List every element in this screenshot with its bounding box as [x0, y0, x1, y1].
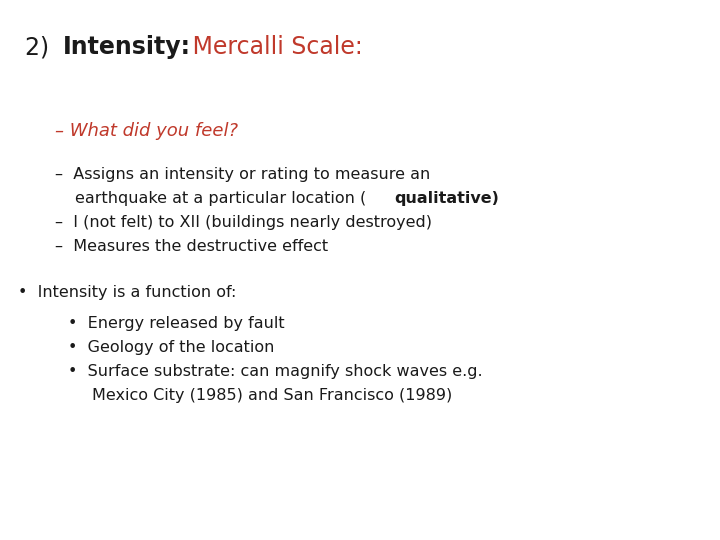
Text: earthquake at a particular location (: earthquake at a particular location (: [75, 191, 366, 206]
Text: 2): 2): [25, 35, 57, 59]
Text: Intensity:: Intensity:: [63, 35, 191, 59]
Text: •  Intensity is a function of:: • Intensity is a function of:: [18, 285, 236, 300]
Text: Mexico City (1985) and San Francisco (1989): Mexico City (1985) and San Francisco (19…: [92, 388, 452, 403]
Text: –  I (not felt) to XII (buildings nearly destroyed): – I (not felt) to XII (buildings nearly …: [55, 215, 432, 230]
Text: •  Geology of the location: • Geology of the location: [68, 340, 274, 355]
Text: qualitative): qualitative): [394, 191, 499, 206]
Text: •  Energy released by fault: • Energy released by fault: [68, 316, 284, 331]
Text: –  Assigns an intensity or rating to measure an: – Assigns an intensity or rating to meas…: [55, 167, 431, 182]
Text: – What did you feel?: – What did you feel?: [55, 122, 238, 140]
Text: •  Surface substrate: can magnify shock waves e.g.: • Surface substrate: can magnify shock w…: [68, 364, 482, 379]
Text: –  Measures the destructive effect: – Measures the destructive effect: [55, 239, 328, 254]
Text: Mercalli Scale:: Mercalli Scale:: [185, 35, 363, 59]
